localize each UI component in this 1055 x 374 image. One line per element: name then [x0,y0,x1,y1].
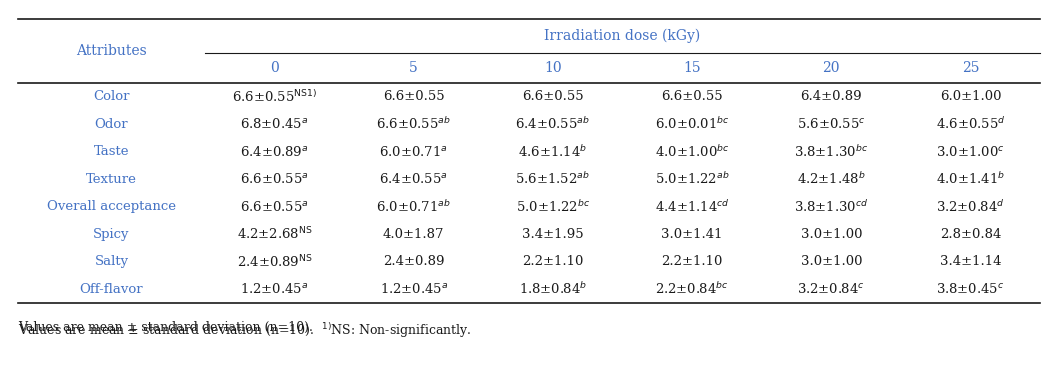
Text: 6.6±0.55: 6.6±0.55 [522,90,583,103]
Text: Spicy: Spicy [93,228,130,241]
Text: 20: 20 [823,61,840,75]
Text: 6.0±1.00: 6.0±1.00 [940,90,1001,103]
Text: 6.6±0.55: 6.6±0.55 [661,90,723,103]
Text: 6.0±0.71$^{a}$: 6.0±0.71$^{a}$ [380,145,448,159]
Text: Attributes: Attributes [76,44,147,58]
Text: 2.2±0.84$^{bc}$: 2.2±0.84$^{bc}$ [655,281,729,297]
Text: 3.2±0.84$^{d}$: 3.2±0.84$^{d}$ [936,199,1004,215]
Text: 3.4±1.14: 3.4±1.14 [940,255,1001,268]
Text: 3.4±1.95: 3.4±1.95 [522,228,583,241]
Text: 0: 0 [270,61,279,75]
Text: 4.2±1.48$^{b}$: 4.2±1.48$^{b}$ [797,171,866,187]
Text: 2.8±0.84: 2.8±0.84 [940,228,1001,241]
Text: Color: Color [93,90,130,103]
Text: 1.2±0.45$^{a}$: 1.2±0.45$^{a}$ [380,282,448,296]
Text: Irradiation dose (kGy): Irradiation dose (kGy) [544,29,701,43]
Text: 6.6±0.55$^{\rm NS1)}$: 6.6±0.55$^{\rm NS1)}$ [232,89,318,105]
Text: 4.4±1.14$^{cd}$: 4.4±1.14$^{cd}$ [655,199,729,215]
Text: 2.4±0.89: 2.4±0.89 [383,255,444,268]
Text: 3.0±1.41: 3.0±1.41 [661,228,723,241]
Text: 5.0±1.22$^{ab}$: 5.0±1.22$^{ab}$ [655,171,729,187]
Text: Overall acceptance: Overall acceptance [47,200,176,213]
Text: 6.6±0.55$^{a}$: 6.6±0.55$^{a}$ [241,200,309,214]
Text: 3.0±1.00: 3.0±1.00 [801,228,862,241]
Text: 6.4±0.55$^{a}$: 6.4±0.55$^{a}$ [380,172,448,186]
Text: 3.0±1.00$^{c}$: 3.0±1.00$^{c}$ [936,145,1004,159]
Text: Taste: Taste [94,145,130,158]
Text: 5: 5 [409,61,418,75]
Text: 6.0±0.01$^{bc}$: 6.0±0.01$^{bc}$ [655,116,729,132]
Text: 3.8±1.30$^{cd}$: 3.8±1.30$^{cd}$ [794,199,868,215]
Text: 1.8±0.84$^{b}$: 1.8±0.84$^{b}$ [519,281,587,297]
Text: 6.4±0.89: 6.4±0.89 [801,90,862,103]
Text: 5.0±1.22$^{bc}$: 5.0±1.22$^{bc}$ [516,199,590,215]
Text: 3.0±1.00: 3.0±1.00 [801,255,862,268]
Text: 2.2±1.10: 2.2±1.10 [661,255,723,268]
Text: Values are mean ± standard deviation (n=10).: Values are mean ± standard deviation (n=… [18,321,321,334]
Text: 4.0±1.87: 4.0±1.87 [383,228,444,241]
Text: 5.6±0.55$^{c}$: 5.6±0.55$^{c}$ [797,117,865,131]
Text: Salty: Salty [95,255,129,268]
Text: 6.4±0.55$^{ab}$: 6.4±0.55$^{ab}$ [516,116,591,132]
Text: 2.2±1.10: 2.2±1.10 [522,255,583,268]
Text: 4.0±1.00$^{bc}$: 4.0±1.00$^{bc}$ [655,144,729,160]
Text: 2.4±0.89$^{\rm NS}$: 2.4±0.89$^{\rm NS}$ [236,254,312,270]
Text: Texture: Texture [87,173,137,186]
Text: 25: 25 [962,61,979,75]
Text: Off-flavor: Off-flavor [80,283,143,296]
Text: 6.6±0.55$^{a}$: 6.6±0.55$^{a}$ [241,172,309,186]
Text: 1.2±0.45$^{a}$: 1.2±0.45$^{a}$ [241,282,309,296]
Text: Odor: Odor [95,118,129,131]
Text: 3.2±0.84$^{c}$: 3.2±0.84$^{c}$ [798,282,865,296]
Text: 4.2±2.68$^{\rm NS}$: 4.2±2.68$^{\rm NS}$ [236,226,312,243]
Text: 5.6±1.52$^{ab}$: 5.6±1.52$^{ab}$ [516,171,591,187]
Text: 10: 10 [544,61,561,75]
Text: Values are mean $\pm$ standard deviation (n=10).  $^{1)}$NS: Non-significantly.: Values are mean $\pm$ standard deviation… [18,321,472,340]
Text: 6.0±0.71$^{ab}$: 6.0±0.71$^{ab}$ [377,199,452,215]
Text: 4.0±1.41$^{b}$: 4.0±1.41$^{b}$ [936,171,1005,187]
Text: 6.4±0.89$^{a}$: 6.4±0.89$^{a}$ [241,145,309,159]
Text: 4.6±0.55$^{d}$: 4.6±0.55$^{d}$ [936,116,1005,132]
Text: 6.6±0.55: 6.6±0.55 [383,90,444,103]
Text: 4.6±1.14$^{b}$: 4.6±1.14$^{b}$ [518,144,588,160]
Text: 6.6±0.55$^{ab}$: 6.6±0.55$^{ab}$ [377,116,452,132]
Text: 15: 15 [684,61,701,75]
Text: 3.8±0.45$^{c}$: 3.8±0.45$^{c}$ [936,282,1004,296]
Text: 3.8±1.30$^{bc}$: 3.8±1.30$^{bc}$ [794,144,868,160]
Text: 6.8±0.45$^{a}$: 6.8±0.45$^{a}$ [241,117,309,131]
